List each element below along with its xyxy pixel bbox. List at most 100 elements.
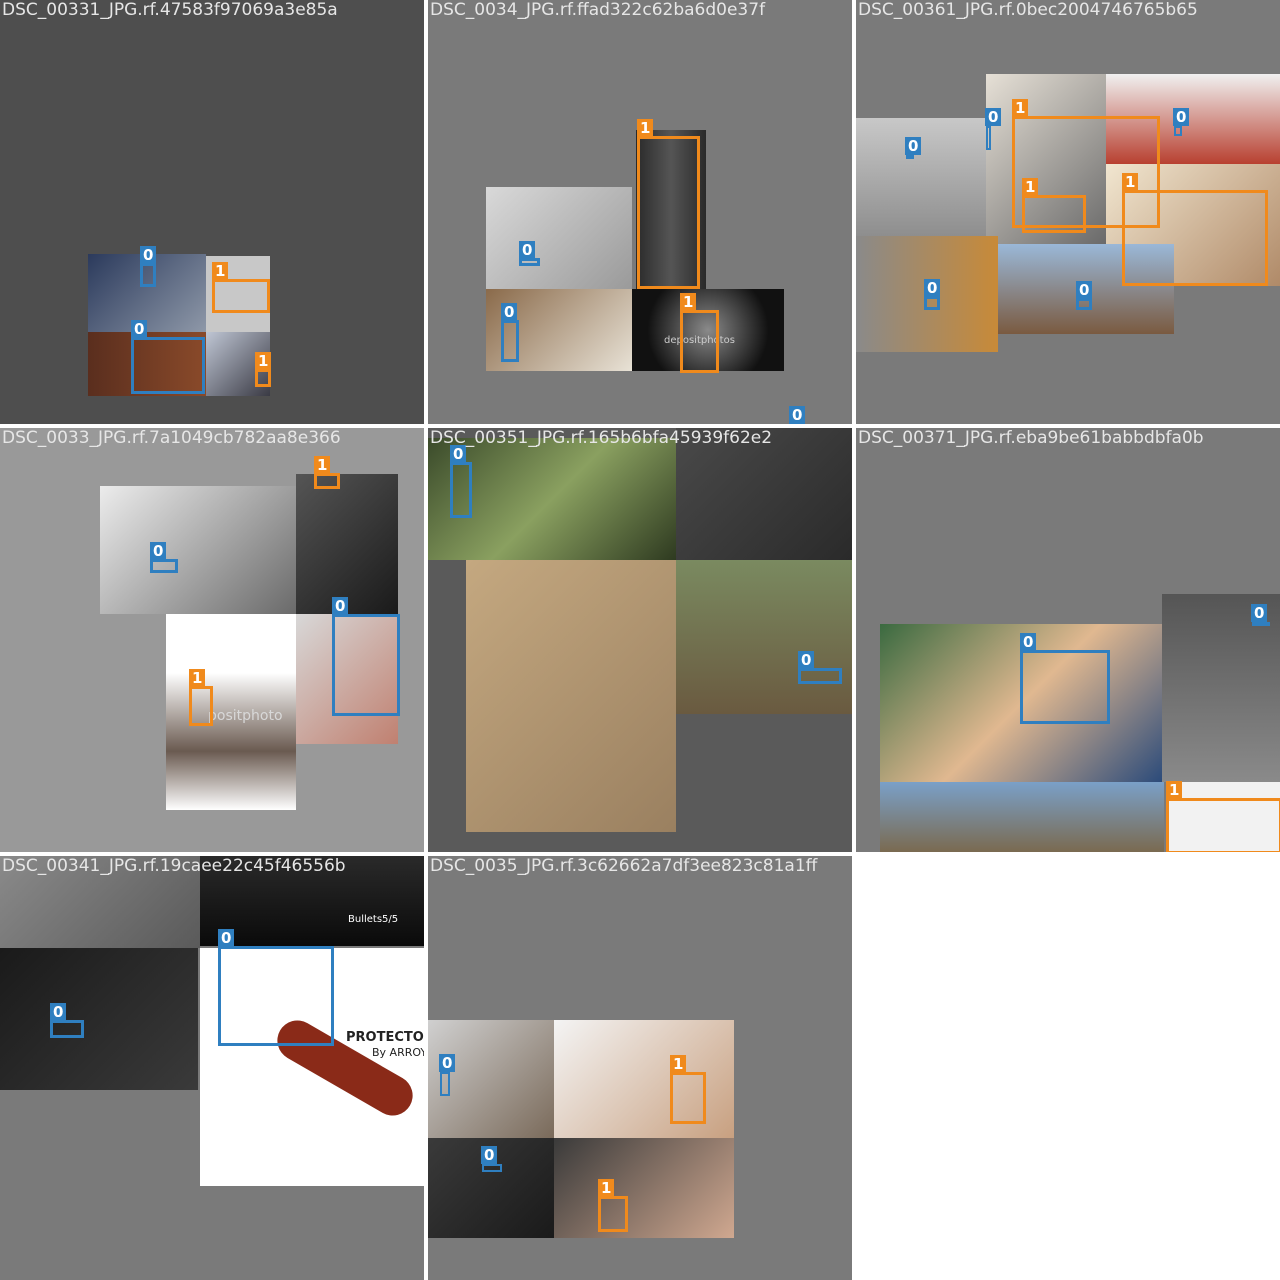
bbox-class0: 0 bbox=[150, 542, 178, 573]
photo-knife-hand bbox=[296, 614, 398, 744]
tile-title: DSC_00331_JPG.rf.47583f97069a3e85a bbox=[2, 0, 338, 20]
bbox-class0: 0 bbox=[332, 597, 400, 716]
bbox-class1: 1 bbox=[637, 119, 700, 289]
photo-floor bbox=[0, 856, 200, 948]
bbox-label: 0 bbox=[332, 597, 349, 615]
tile-title: DSC_0033_JPG.rf.7a1049cb782aa8e366 bbox=[2, 428, 341, 448]
bbox-class1: 1 bbox=[670, 1055, 706, 1124]
mosaic-tile-6: DSC_00371_JPG.rf.eba9be61babbdbfa0b 0 0 … bbox=[856, 428, 1280, 852]
grid-divider bbox=[424, 0, 428, 1280]
bbox-class0: 0 bbox=[140, 246, 157, 287]
bbox-label: 1 bbox=[314, 456, 331, 474]
bbox-class1: 1 bbox=[1122, 173, 1268, 286]
photo-two-men bbox=[486, 289, 632, 371]
photo-lake-two-men bbox=[880, 782, 1164, 852]
grid-divider bbox=[0, 424, 1280, 428]
bbox-label: 0 bbox=[140, 246, 157, 264]
photo-man-office bbox=[486, 187, 632, 289]
bbox-class1: 1 bbox=[189, 669, 213, 726]
bbox-label: 0 bbox=[131, 320, 148, 338]
photo-woman-glasses bbox=[554, 1138, 734, 1238]
bbox-label: 0 bbox=[789, 406, 806, 424]
bbox-class0: 0 bbox=[50, 1003, 84, 1038]
tile-title: DSC_00371_JPG.rf.eba9be61babbdbfa0b bbox=[858, 428, 1204, 448]
photo-woman-dark bbox=[296, 474, 398, 614]
bbox-label: 1 bbox=[670, 1055, 687, 1073]
bbox-class0: 0 bbox=[985, 108, 1002, 150]
brand-sub-text: By ARROYO bbox=[372, 1046, 424, 1059]
bbox-label: 1 bbox=[598, 1179, 615, 1197]
mosaic-tile-4: DSC_0033_JPG.rf.7a1049cb782aa8e366 posit… bbox=[0, 428, 424, 852]
photo-man-extinguisher bbox=[100, 486, 296, 614]
bbox-class1: 1 bbox=[1012, 99, 1160, 228]
photo-gun-dark: depositphotos bbox=[632, 289, 784, 371]
bbox-label: 1 bbox=[212, 262, 229, 280]
brand-text: PROTECTOR bbox=[346, 1030, 424, 1045]
photo-pistol-closeup bbox=[636, 130, 706, 290]
bbox-label: 0 bbox=[150, 542, 167, 560]
bbox-label: 0 bbox=[924, 279, 941, 297]
bbox-class1: 1 bbox=[598, 1179, 628, 1232]
bbox-label: 0 bbox=[1020, 633, 1037, 651]
bbox-label: 1 bbox=[1166, 781, 1183, 799]
bbox-label: 0 bbox=[450, 445, 467, 463]
bbox-label: 0 bbox=[1251, 604, 1268, 622]
bbox-class1: 1 bbox=[212, 262, 270, 313]
bullets-text: Bullets5/5 bbox=[348, 914, 399, 925]
bbox-class1: 1 bbox=[680, 293, 719, 373]
grid-divider bbox=[0, 852, 1280, 856]
bbox-class0: 0 bbox=[218, 929, 334, 1046]
mosaic-tile-1: DSC_00331_JPG.rf.47583f97069a3e85a 0 1 0… bbox=[0, 0, 424, 424]
bbox-label: 0 bbox=[439, 1054, 456, 1072]
photo-knife-table bbox=[88, 332, 206, 396]
mosaic-tile-3: DSC_00361_JPG.rf.0bec2004746765b65 0 0 0… bbox=[856, 0, 1280, 424]
bbox-class0: 0 bbox=[1020, 633, 1110, 724]
bbox-label: 0 bbox=[481, 1146, 498, 1164]
bbox-class0: 0 bbox=[131, 320, 205, 394]
bbox-class0: 0 bbox=[501, 303, 519, 362]
mosaic-tile-2: DSC_0034_JPG.rf.ffad322c62ba6d0e37f depo… bbox=[428, 0, 852, 424]
watermark-text: positphoto bbox=[208, 708, 283, 724]
photo-revolver-board bbox=[466, 560, 676, 832]
bbox-label: 1 bbox=[680, 293, 697, 311]
bbox-label: 0 bbox=[1076, 281, 1093, 299]
bbox-label: 0 bbox=[798, 651, 815, 669]
bbox-class1: 1 bbox=[314, 456, 340, 489]
bbox-label: 0 bbox=[1173, 108, 1190, 126]
photo-holster bbox=[1166, 782, 1280, 852]
photo-game-screen: Bullets5/5 bbox=[200, 856, 424, 946]
tile-title: DSC_00361_JPG.rf.0bec2004746765b65 bbox=[858, 0, 1198, 20]
mosaic-tile-7: DSC_00341_JPG.rf.19caee22c45f46556b Bull… bbox=[0, 856, 424, 1280]
tile-title: DSC_00351_JPG.rf.165b6bfa45939f62e2 bbox=[430, 428, 773, 448]
bbox-label: 1 bbox=[637, 119, 654, 137]
bbox-class0: 0 bbox=[1251, 604, 1270, 626]
bbox-class0: 0 bbox=[1076, 281, 1093, 310]
bbox-class0: 0 bbox=[450, 445, 472, 518]
photo-revolver-hand bbox=[986, 74, 1106, 244]
photo-woman-gun bbox=[554, 1020, 734, 1138]
photo-gym bbox=[1106, 74, 1280, 164]
photo-masked-man: positphoto bbox=[166, 614, 296, 810]
photo-hallway bbox=[856, 118, 1000, 236]
bbox-class1: 1 bbox=[255, 352, 272, 387]
photo-floor-feet bbox=[676, 428, 852, 560]
bbox-label: 1 bbox=[189, 669, 206, 687]
watermark-text: depositphotos bbox=[664, 335, 735, 346]
photo-knife-product: PROTECTOR By ARROYO bbox=[200, 948, 424, 1186]
photo-grappling bbox=[0, 948, 198, 1090]
tile-title: DSC_0034_JPG.rf.ffad322c62ba6d0e37f bbox=[430, 0, 766, 20]
bbox-label: 1 bbox=[1012, 99, 1029, 117]
bbox-label: 0 bbox=[905, 137, 922, 155]
bbox-label: 0 bbox=[501, 303, 518, 321]
bbox-label: 0 bbox=[985, 108, 1002, 126]
bbox-label: 1 bbox=[1022, 178, 1039, 196]
bbox-class0: 0 bbox=[798, 651, 842, 684]
bbox-class1: 1 bbox=[1022, 178, 1086, 233]
mosaic-tile-5: DSC_00351_JPG.rf.165b6bfa45939f62e2 0 0 bbox=[428, 428, 852, 852]
bbox-label: 1 bbox=[1122, 173, 1139, 191]
bbox-label: 0 bbox=[519, 241, 536, 259]
bbox-label: 0 bbox=[50, 1003, 67, 1021]
bbox-label: 1 bbox=[255, 352, 272, 370]
bbox-class0: 0 bbox=[905, 137, 922, 159]
grid-divider bbox=[852, 0, 856, 1280]
